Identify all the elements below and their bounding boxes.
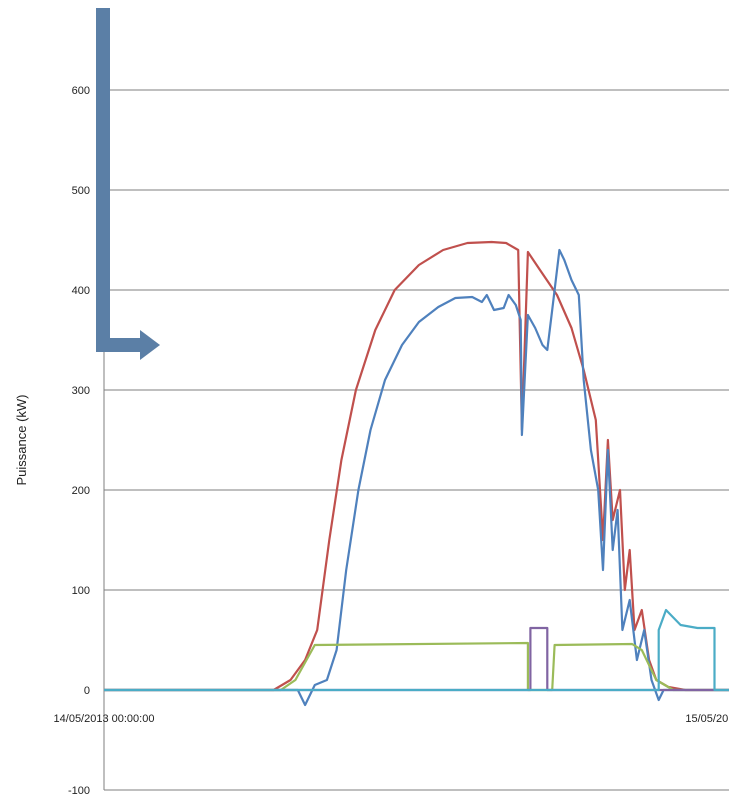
grid-lines xyxy=(103,8,729,791)
y-tick-label: -100 xyxy=(68,785,90,797)
y-tick-label: 300 xyxy=(72,385,90,397)
y-tick-labels: -100 0 100 200 300 400 500 600 xyxy=(68,85,90,797)
y-axis-label: Puissance (kW) xyxy=(14,394,29,485)
callout-arrow xyxy=(96,8,160,360)
x-tick-label: 14/05/2013 00:00:00 xyxy=(54,713,155,725)
x-tick-label: 15/05/2013 xyxy=(685,713,729,725)
series-line-2 xyxy=(104,248,729,707)
y-tick-label: 400 xyxy=(72,285,90,297)
y-tick-label: 600 xyxy=(72,85,90,97)
series-line-5 xyxy=(104,608,729,692)
y-tick-label: 0 xyxy=(84,685,90,697)
callout-arrow-shaft xyxy=(96,8,110,352)
series-lines xyxy=(104,240,729,707)
y-tick-label: 200 xyxy=(72,485,90,497)
y-tick-label: 500 xyxy=(72,185,90,197)
x-tick-labels: 14/05/2013 00:00:00 15/05/2013 xyxy=(54,713,729,725)
callout-arrow-arm xyxy=(96,338,142,352)
callout-arrow-head xyxy=(140,330,160,360)
y-tick-label: 100 xyxy=(72,585,90,597)
series-line-1 xyxy=(104,240,729,692)
